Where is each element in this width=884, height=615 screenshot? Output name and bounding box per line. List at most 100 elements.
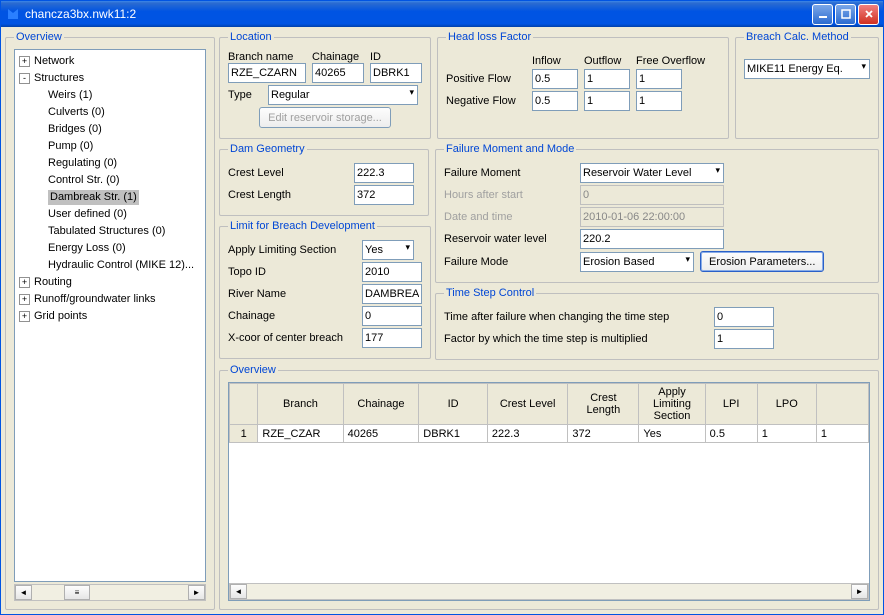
failure-legend: Failure Moment and Mode bbox=[444, 143, 576, 155]
neg-inflow-input[interactable] bbox=[532, 91, 578, 111]
scroll-left-arrow[interactable]: ◄ bbox=[15, 585, 32, 600]
branch-label: Branch name bbox=[228, 51, 306, 63]
tree-item-label: Routing bbox=[34, 275, 72, 290]
window-title: chancza3bx.nwk11:2 bbox=[25, 7, 812, 21]
tree-view[interactable]: +Network -Structures Weirs (1) Culverts (0)… bbox=[14, 49, 206, 582]
tree-item-label: Grid points bbox=[34, 309, 87, 324]
grid-hscroll[interactable]: ◄ ► bbox=[229, 583, 869, 600]
titlebar[interactable]: chancza3bx.nwk11:2 bbox=[1, 1, 883, 27]
table-cell[interactable]: 40265 bbox=[343, 425, 419, 443]
neg-outflow-input[interactable] bbox=[584, 91, 630, 111]
tree-item[interactable]: Tabulated Structures (0) bbox=[31, 224, 205, 239]
grid-scroll-left[interactable]: ◄ bbox=[230, 584, 247, 599]
table-cell[interactable]: Yes bbox=[639, 425, 705, 443]
tree-item[interactable]: Hydraulic Control (MIKE 12)... bbox=[31, 258, 205, 273]
tree-item[interactable]: Regulating (0) bbox=[31, 156, 205, 171]
river-input[interactable] bbox=[362, 284, 422, 304]
close-button[interactable] bbox=[858, 4, 879, 25]
tree-item[interactable]: Pump (0) bbox=[31, 139, 205, 154]
table-cell[interactable]: 1 bbox=[816, 425, 868, 443]
breach-method-panel: Breach Calc. Method MIKE11 Energy Eq. bbox=[735, 31, 879, 139]
pos-freeover-input[interactable] bbox=[636, 69, 682, 89]
table-header[interactable]: Chainage bbox=[343, 384, 419, 425]
table-header[interactable]: ID bbox=[419, 384, 488, 425]
tree-expander-icon[interactable]: + bbox=[19, 294, 30, 305]
table-cell[interactable]: 1 bbox=[757, 425, 816, 443]
table-header[interactable]: LPI bbox=[705, 384, 757, 425]
tree-expander-icon[interactable]: + bbox=[19, 56, 30, 67]
type-select[interactable]: Regular bbox=[268, 85, 418, 105]
tree-hscroll[interactable]: ◄ ≡ ► bbox=[14, 584, 206, 601]
timestep2-input[interactable] bbox=[714, 329, 774, 349]
tree-item[interactable]: User defined (0) bbox=[31, 207, 205, 222]
table-header[interactable]: Apply Limiting Section bbox=[639, 384, 705, 425]
tree-item[interactable]: -Structures bbox=[17, 71, 205, 86]
neg-freeover-input[interactable] bbox=[636, 91, 682, 111]
apply-limiting-select[interactable]: Yes bbox=[362, 240, 414, 260]
overview-grid-legend: Overview bbox=[228, 364, 278, 376]
tree-item-label: Bridges (0) bbox=[48, 122, 102, 137]
tree-item[interactable]: Weirs (1) bbox=[31, 88, 205, 103]
table-header[interactable] bbox=[230, 384, 258, 425]
tree-item[interactable]: Energy Loss (0) bbox=[31, 241, 205, 256]
reservoir-level-input[interactable] bbox=[580, 229, 724, 249]
tree-item-label: Runoff/groundwater links bbox=[34, 292, 155, 307]
table-row[interactable]: 1RZE_CZAR40265DBRK1222.3372Yes0.511 bbox=[230, 425, 869, 443]
dam-legend: Dam Geometry bbox=[228, 143, 307, 155]
hours-input bbox=[580, 185, 724, 205]
scroll-right-arrow[interactable]: ► bbox=[188, 585, 205, 600]
table-cell[interactable]: 222.3 bbox=[487, 425, 567, 443]
table-header[interactable] bbox=[816, 384, 868, 425]
table-cell[interactable]: 0.5 bbox=[705, 425, 757, 443]
location-legend: Location bbox=[228, 31, 274, 43]
timestep1-input[interactable] bbox=[714, 307, 774, 327]
maximize-button[interactable] bbox=[835, 4, 856, 25]
chainage-input[interactable] bbox=[312, 63, 364, 83]
topo-input[interactable] bbox=[362, 262, 422, 282]
table-cell[interactable]: RZE_CZAR bbox=[258, 425, 343, 443]
tree-item[interactable]: Control Str. (0) bbox=[31, 173, 205, 188]
erosion-params-button[interactable]: Erosion Parameters... bbox=[700, 251, 824, 272]
crest-level-input[interactable] bbox=[354, 163, 414, 183]
pos-inflow-input[interactable] bbox=[532, 69, 578, 89]
crest-length-input[interactable] bbox=[354, 185, 414, 205]
table-header[interactable]: Crest Level bbox=[487, 384, 567, 425]
outflow-header: Outflow bbox=[584, 55, 630, 67]
failure-moment-select[interactable]: Reservoir Water Level bbox=[580, 163, 724, 183]
tree-item-label: Energy Loss (0) bbox=[48, 241, 126, 256]
table-header[interactable]: Crest Length bbox=[568, 384, 639, 425]
id-label: ID bbox=[370, 51, 422, 63]
tree-expander-icon[interactable]: + bbox=[19, 311, 30, 322]
overview-table[interactable]: BranchChainageIDCrest LevelCrest LengthA… bbox=[229, 383, 869, 443]
tree-item-label: User defined (0) bbox=[48, 207, 127, 222]
tree-item[interactable]: + Runoff/groundwater links bbox=[17, 292, 205, 307]
table-cell[interactable]: 1 bbox=[230, 425, 258, 443]
grid-scroll-right[interactable]: ► bbox=[851, 584, 868, 599]
breach-method-select[interactable]: MIKE11 Energy Eq. bbox=[744, 59, 870, 79]
scroll-thumb[interactable]: ≡ bbox=[64, 585, 90, 600]
branch-input[interactable] bbox=[228, 63, 306, 83]
tree-item[interactable]: Culverts (0) bbox=[31, 105, 205, 120]
failure-mode-select[interactable]: Erosion Based bbox=[580, 252, 694, 272]
tree-item-label: Culverts (0) bbox=[48, 105, 105, 120]
table-cell[interactable]: 372 bbox=[568, 425, 639, 443]
id-input[interactable] bbox=[370, 63, 422, 83]
tree-item[interactable]: Bridges (0) bbox=[31, 122, 205, 137]
tree-item-label: Hydraulic Control (MIKE 12)... bbox=[48, 258, 194, 273]
datetime-label: Date and time bbox=[444, 211, 574, 223]
xcoor-input[interactable] bbox=[362, 328, 422, 348]
edit-reservoir-button: Edit reservoir storage... bbox=[259, 107, 391, 128]
pos-outflow-input[interactable] bbox=[584, 69, 630, 89]
tree-item[interactable]: + Grid points bbox=[17, 309, 205, 324]
table-header[interactable]: LPO bbox=[757, 384, 816, 425]
tree-item[interactable]: Dambreak Str. (1) bbox=[31, 190, 205, 205]
tree-expander-icon[interactable]: + bbox=[19, 277, 30, 288]
minimize-button[interactable] bbox=[812, 4, 833, 25]
tree-expander-icon[interactable]: - bbox=[19, 73, 30, 84]
tree-item-label: Structures bbox=[34, 71, 84, 86]
tree-item[interactable]: + Routing bbox=[17, 275, 205, 290]
tree-item[interactable]: +Network bbox=[17, 54, 205, 69]
table-cell[interactable]: DBRK1 bbox=[419, 425, 488, 443]
table-header[interactable]: Branch bbox=[258, 384, 343, 425]
limit-chainage-input[interactable] bbox=[362, 306, 422, 326]
